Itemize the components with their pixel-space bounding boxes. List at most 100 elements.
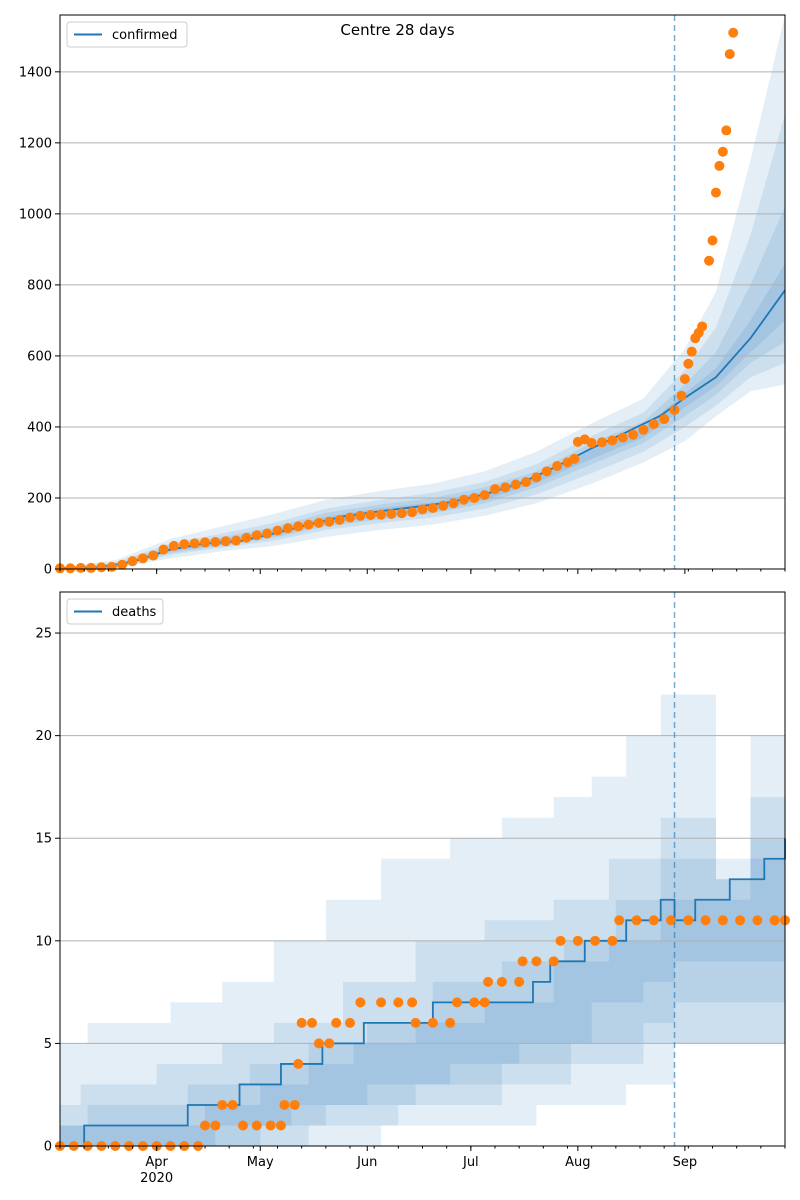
observed-point bbox=[638, 424, 649, 435]
observed-point bbox=[479, 997, 490, 1008]
y-tick-label: 25 bbox=[35, 627, 52, 642]
deaths-y-axis: 0 5 10 15 20 25 bbox=[35, 627, 60, 1155]
observed-point bbox=[324, 516, 335, 527]
observed-point bbox=[262, 528, 273, 539]
observed-point bbox=[417, 504, 428, 515]
deaths-gridlines bbox=[60, 632, 785, 1147]
observed-point bbox=[648, 419, 659, 430]
chart-title: Centre 28 days bbox=[340, 21, 454, 39]
observed-point bbox=[707, 235, 718, 246]
observed-point bbox=[407, 997, 418, 1008]
confirmed-legend: confirmed bbox=[66, 21, 188, 48]
observed-point bbox=[251, 1120, 262, 1131]
confirmed-y-axis: 0 200 400 600 800 1000 1200 1400 bbox=[19, 65, 60, 578]
observed-point bbox=[137, 553, 148, 564]
observed-point bbox=[500, 482, 511, 493]
y-tick-label: 1400 bbox=[19, 65, 52, 80]
uncertainty-band-2 bbox=[60, 715, 785, 1146]
y-tick-label: 10 bbox=[35, 934, 52, 949]
observed-point bbox=[452, 997, 463, 1008]
observed-point bbox=[607, 935, 618, 946]
observed-point bbox=[769, 915, 780, 926]
observed-point bbox=[313, 517, 324, 528]
y-tick-label: 15 bbox=[35, 832, 52, 847]
observed-point bbox=[148, 550, 159, 561]
observed-point bbox=[365, 510, 376, 521]
y-tick-label: 0 bbox=[44, 1140, 52, 1155]
deaths-uncertainty-bands bbox=[60, 592, 785, 1146]
observed-point bbox=[231, 535, 242, 546]
observed-point bbox=[521, 476, 532, 487]
y-tick-label: 400 bbox=[27, 420, 52, 435]
observed-point bbox=[517, 956, 528, 967]
observed-point bbox=[617, 432, 628, 443]
observed-point bbox=[407, 507, 418, 518]
observed-point bbox=[355, 997, 366, 1008]
observed-point bbox=[96, 562, 107, 573]
observed-point bbox=[324, 1038, 335, 1049]
observed-point bbox=[496, 976, 507, 987]
x-tick-label: Sep bbox=[673, 1155, 698, 1170]
y-tick-label: 5 bbox=[44, 1037, 52, 1052]
confirmed-x-axis bbox=[59, 569, 786, 574]
observed-point bbox=[410, 1017, 421, 1028]
observed-point bbox=[586, 437, 597, 448]
observed-point bbox=[293, 521, 304, 532]
observed-point bbox=[686, 346, 697, 357]
observed-point bbox=[469, 997, 480, 1008]
observed-point bbox=[490, 484, 500, 495]
x-tick-label: May bbox=[247, 1155, 274, 1170]
observed-point bbox=[168, 540, 179, 551]
observed-point bbox=[676, 390, 687, 401]
observed-point bbox=[479, 490, 490, 501]
observed-point bbox=[237, 1120, 248, 1131]
observed-point bbox=[376, 997, 387, 1008]
observed-point bbox=[628, 429, 639, 440]
observed-point bbox=[514, 976, 525, 987]
observed-point bbox=[227, 1099, 238, 1110]
observed-point bbox=[200, 1120, 210, 1131]
y-tick-label: 1200 bbox=[19, 136, 52, 151]
y-tick-label: 200 bbox=[27, 491, 52, 506]
x-tick-label: Apr bbox=[145, 1155, 168, 1170]
y-tick-label: 0 bbox=[44, 563, 52, 578]
observed-point bbox=[597, 437, 608, 448]
observed-point bbox=[710, 187, 721, 198]
observed-point bbox=[531, 472, 542, 483]
observed-point bbox=[220, 536, 231, 547]
observed-point bbox=[590, 935, 601, 946]
observed-point bbox=[704, 255, 715, 266]
observed-point bbox=[272, 525, 283, 536]
observed-point bbox=[210, 1120, 221, 1131]
observed-point bbox=[728, 27, 739, 38]
observed-point bbox=[210, 537, 221, 548]
observed-point bbox=[679, 374, 690, 385]
legend-label-deaths: deaths bbox=[112, 605, 157, 620]
observed-point bbox=[241, 532, 252, 543]
observed-point bbox=[445, 1017, 456, 1028]
observed-point bbox=[293, 1058, 304, 1069]
observed-point bbox=[607, 435, 618, 446]
x-tick-sublabel: 2020 bbox=[140, 1171, 173, 1186]
observed-point bbox=[275, 1120, 286, 1131]
y-tick-label: 20 bbox=[35, 729, 52, 744]
observed-point bbox=[569, 453, 580, 464]
x-tick-label: Aug bbox=[565, 1155, 590, 1170]
observed-point bbox=[345, 1017, 355, 1028]
observed-point bbox=[158, 544, 169, 555]
legend-box bbox=[66, 21, 188, 48]
observed-point bbox=[721, 125, 732, 136]
y-tick-label: 1000 bbox=[19, 207, 52, 222]
observed-point bbox=[541, 466, 552, 477]
observed-point bbox=[279, 1099, 290, 1110]
observed-point bbox=[179, 539, 190, 550]
observed-point bbox=[683, 358, 694, 369]
confirmed-panel: 0 200 400 600 800 1000 1200 1400 Centre 28 days… bbox=[19, 14, 786, 578]
observed-point bbox=[127, 556, 138, 567]
observed-point bbox=[386, 508, 397, 519]
y-tick-label: 800 bbox=[27, 278, 52, 293]
observed-point bbox=[427, 1017, 438, 1028]
observed-point bbox=[331, 1017, 342, 1028]
observed-point bbox=[683, 915, 694, 926]
